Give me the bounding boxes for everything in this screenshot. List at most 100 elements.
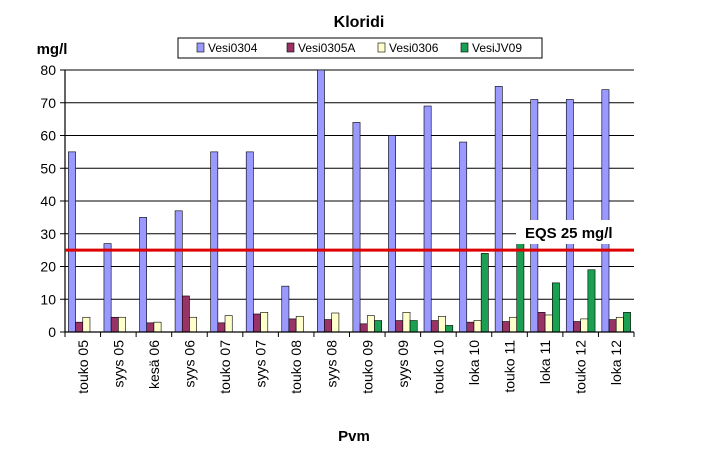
x-tick-label: kesä 06 — [146, 340, 162, 389]
bar-vesi0304 — [210, 151, 219, 333]
reference-label-background — [516, 220, 634, 244]
y-tick-label: 60 — [40, 128, 56, 144]
bar-vesi0306 — [580, 318, 589, 333]
bar-vesi0305a — [288, 318, 297, 333]
bar-vesi0306 — [473, 320, 482, 333]
bar-vesi0306 — [153, 321, 162, 333]
bar-vesi0304 — [565, 99, 574, 333]
bar-vesi0305a — [502, 321, 510, 333]
chart-title: Kloridi — [334, 14, 385, 31]
x-tick-label: touko 11 — [502, 340, 518, 393]
bar-vesi0304 — [388, 135, 396, 333]
bar-vesijv09 — [409, 320, 418, 333]
bar-vesi0306 — [438, 315, 446, 333]
x-tick-label: touko 07 — [217, 340, 233, 394]
x-tick-labels: touko 05 syys 05 kesä 06 syys 06 touko 07 syy… — [64, 332, 635, 394]
bar-vesi0306 — [118, 316, 126, 333]
bar-vesi0305a — [573, 321, 581, 333]
bar-vesi0306 — [509, 316, 518, 333]
legend-label: Vesi0304 — [208, 41, 258, 55]
bar-vesi0304 — [317, 69, 325, 333]
y-tick-label: 50 — [40, 160, 56, 176]
bar-vesi0304 — [103, 243, 112, 333]
legend-swatch-vesi0304 — [196, 42, 205, 53]
x-tick-label: touko 05 — [75, 340, 91, 394]
bar-vesi0305a — [181, 295, 190, 333]
bar-vesi0304 — [352, 122, 361, 333]
bar-vesi0305a — [608, 319, 617, 333]
y-tick-label: 70 — [40, 95, 56, 111]
bar-vesi0306 — [260, 312, 269, 333]
y-tick-labels: 0 10 20 30 40 50 60 70 80 — [40, 62, 65, 340]
bar-vesi0305a — [395, 320, 404, 333]
bar-vesijv09 — [480, 253, 489, 333]
x-tick-label: syys 07 — [253, 340, 269, 388]
bar-vesijv09 — [374, 320, 382, 333]
x-tick-label: touko 10 — [430, 340, 446, 394]
x-tick-label: loka 12 — [608, 340, 624, 385]
legend-label: Vesi0306 — [389, 41, 439, 55]
legend-label: Vesi0305A — [298, 41, 355, 55]
legend: Vesi0304 Vesi0305A Vesi0306 VesiJV09 — [177, 37, 543, 59]
x-tick-label: touko 12 — [573, 340, 589, 394]
legend-swatch-vesi0306 — [377, 42, 386, 53]
y-tick-label: 10 — [40, 291, 56, 307]
y-tick-label: 80 — [40, 62, 56, 78]
bar-vesi0304 — [281, 285, 290, 333]
bar-vesi0305a — [110, 316, 119, 333]
bar-vesi0304 — [68, 151, 76, 333]
bar-vesi0306 — [544, 314, 553, 333]
x-tick-label: syys 08 — [324, 340, 340, 388]
bar-vesi0306 — [224, 315, 233, 333]
legend-swatch-vesijv09 — [460, 42, 469, 53]
bar-vesijv09 — [587, 269, 596, 333]
x-tick-label: touko 09 — [359, 340, 375, 394]
bar-vesi0305a — [75, 321, 84, 333]
bar-vesi0304 — [601, 89, 610, 333]
x-tick-label: syys 05 — [110, 340, 126, 388]
gridlines — [65, 69, 634, 333]
bar-vesi0306 — [295, 315, 304, 333]
bar-vesi0305a — [466, 321, 475, 333]
legend-label: VesiJV09 — [472, 41, 522, 55]
bar-vesi0306 — [402, 312, 411, 333]
bar-vesi0304 — [423, 105, 432, 333]
bar-vesi0304 — [494, 86, 503, 333]
bar-vesi0306 — [82, 316, 91, 333]
y-tick-label: 30 — [40, 226, 56, 242]
y-axis-label: mg/l — [37, 41, 68, 58]
bar-vesi0305a — [146, 322, 155, 333]
y-tick-label: 20 — [40, 259, 56, 275]
x-tick-label: syys 06 — [181, 340, 197, 388]
reference-line-label: EQS 25 mg/l — [525, 225, 613, 242]
bar-vesi0305a — [217, 322, 226, 333]
x-tick-label: loka 10 — [466, 340, 482, 385]
bar-vesi0305a — [537, 312, 546, 333]
y-tick-label: 40 — [40, 193, 56, 209]
x-tick-label: loka 11 — [537, 340, 553, 384]
bar-vesi0305a — [324, 319, 333, 333]
bar-vesi0305a — [359, 323, 368, 333]
x-axis-label: Pvm — [338, 428, 370, 445]
legend-box — [177, 37, 543, 59]
reference-line-group: EQS 25 mg/l — [65, 220, 634, 252]
bar-vesijv09 — [551, 282, 560, 333]
bar-vesi0304 — [530, 99, 539, 333]
bar-vesi0304 — [174, 210, 183, 333]
bar-vesi0305a — [430, 320, 439, 333]
x-tick-label: touko 08 — [288, 340, 304, 394]
bar-vesi0304 — [459, 141, 468, 333]
y-tick-label: 0 — [48, 324, 56, 340]
bar-vesi0306 — [189, 316, 197, 333]
x-tick-label: syys 09 — [395, 340, 411, 388]
bar-vesi0305a — [253, 313, 261, 333]
bar-vesi0306 — [331, 312, 340, 333]
bar-vesi0306 — [366, 315, 375, 333]
bar-vesijv09 — [623, 312, 631, 333]
bar-vesi0304 — [245, 151, 254, 333]
legend-swatch-vesi0305a — [286, 42, 295, 53]
bar-vesi0306 — [615, 316, 624, 333]
bar-vesi0304 — [139, 217, 148, 333]
bars — [68, 69, 631, 333]
